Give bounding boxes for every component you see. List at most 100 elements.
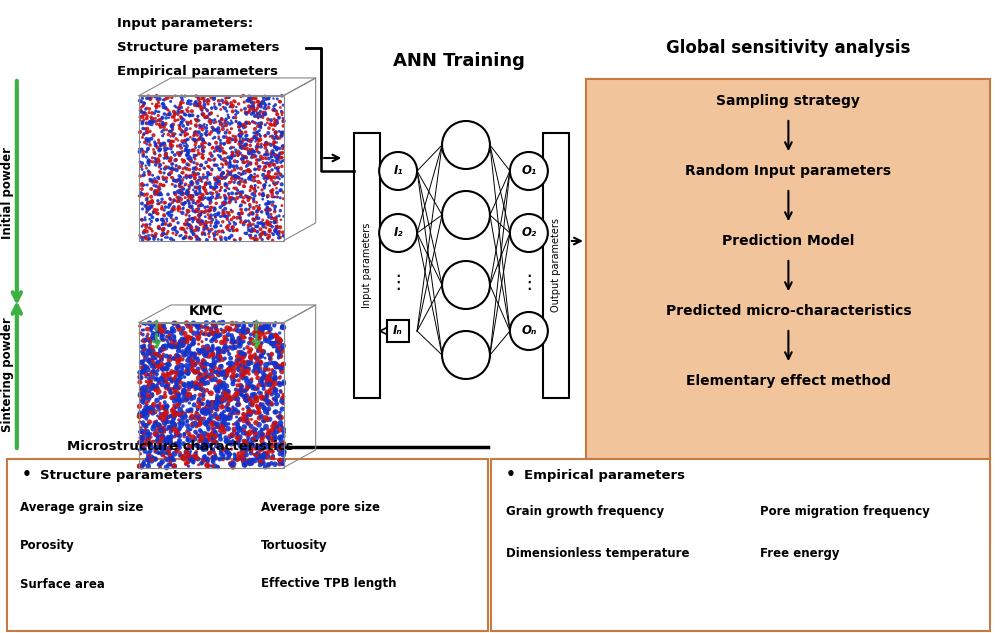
Point <box>243 220 259 230</box>
Point <box>234 325 250 335</box>
Point <box>191 213 207 223</box>
Point <box>158 433 174 443</box>
Point <box>242 454 258 464</box>
Point <box>159 403 175 413</box>
Point <box>207 449 223 460</box>
Point <box>224 372 240 382</box>
Point <box>234 151 250 161</box>
Point <box>212 353 228 363</box>
Point <box>229 351 245 361</box>
Point <box>194 200 210 210</box>
Point <box>149 94 165 104</box>
Point <box>145 408 161 418</box>
Point <box>150 96 166 106</box>
Point <box>270 444 286 454</box>
Point <box>150 154 166 164</box>
Point <box>195 135 211 146</box>
Point <box>158 363 174 373</box>
Point <box>216 379 232 389</box>
Point <box>218 445 234 455</box>
Point <box>219 153 235 163</box>
Point <box>177 131 193 141</box>
Point <box>230 364 246 374</box>
Point <box>190 413 206 423</box>
Point <box>159 404 175 415</box>
Point <box>267 201 283 211</box>
Point <box>156 436 172 446</box>
Point <box>269 192 285 203</box>
Point <box>171 196 187 206</box>
Point <box>242 103 258 113</box>
Point <box>276 376 292 386</box>
Point <box>258 177 274 187</box>
Point <box>274 130 290 140</box>
Point <box>241 360 257 370</box>
Point <box>194 141 210 151</box>
Point <box>215 205 231 215</box>
Point <box>175 388 191 398</box>
Point <box>178 349 194 359</box>
Point <box>150 420 166 430</box>
Point <box>196 92 212 103</box>
Point <box>269 192 285 202</box>
Point <box>262 387 278 398</box>
Point <box>209 401 225 411</box>
Point <box>167 424 183 434</box>
Point <box>264 378 280 388</box>
Point <box>263 428 279 438</box>
Point <box>185 185 201 195</box>
Point <box>250 373 266 383</box>
Point <box>225 131 241 141</box>
Point <box>179 149 195 160</box>
Point <box>212 135 228 146</box>
Point <box>170 194 186 204</box>
Point <box>176 385 192 396</box>
Point <box>188 177 204 187</box>
Point <box>192 123 208 133</box>
Point <box>196 373 212 383</box>
Point <box>161 202 177 212</box>
Point <box>173 98 189 108</box>
Point <box>207 381 223 391</box>
Point <box>237 367 253 377</box>
Point <box>198 334 214 344</box>
Point <box>201 229 217 239</box>
Point <box>193 160 209 170</box>
Point <box>181 182 197 192</box>
Point <box>135 101 151 111</box>
Point <box>145 360 161 370</box>
Point <box>138 104 154 114</box>
Point <box>210 142 226 152</box>
Point <box>141 169 157 179</box>
Point <box>256 103 272 113</box>
Point <box>143 326 159 336</box>
Point <box>137 320 153 330</box>
Point <box>202 402 218 412</box>
Point <box>276 211 292 222</box>
Point <box>261 433 277 443</box>
Text: O₂: O₂ <box>521 227 536 239</box>
Point <box>179 150 195 160</box>
Point <box>194 134 210 144</box>
Point <box>219 183 235 193</box>
Point <box>275 459 291 469</box>
Point <box>271 227 287 237</box>
Point <box>146 116 162 127</box>
Point <box>249 450 265 460</box>
Point <box>240 95 256 105</box>
Point <box>220 167 236 177</box>
Point <box>183 222 199 232</box>
Point <box>203 182 219 192</box>
Point <box>171 440 187 450</box>
Point <box>178 394 194 404</box>
Point <box>144 108 160 118</box>
Point <box>267 394 283 404</box>
Point <box>252 444 268 454</box>
Point <box>223 372 239 382</box>
Point <box>264 375 280 385</box>
Point <box>173 369 189 379</box>
Point <box>206 360 222 370</box>
Point <box>234 187 250 197</box>
Point <box>216 420 232 430</box>
Point <box>183 361 199 371</box>
